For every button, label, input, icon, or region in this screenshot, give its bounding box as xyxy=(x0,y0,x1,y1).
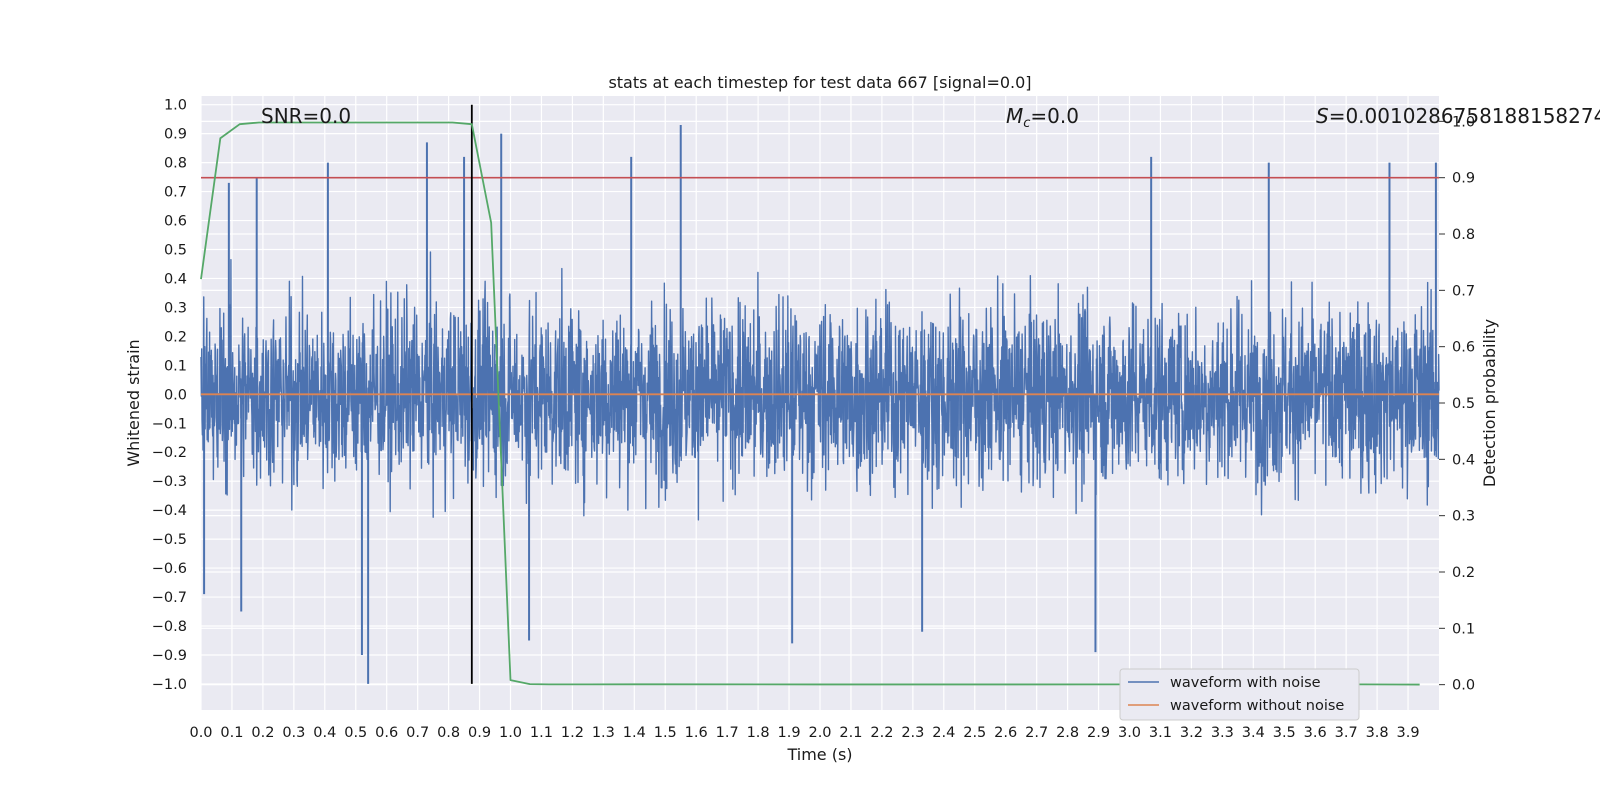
detection-probability-line xyxy=(200,121,1420,686)
chirp-mass-annotation: Mc=0.0 xyxy=(1006,104,1079,131)
x-tick-label: 1.4 xyxy=(623,725,646,741)
x-tick-label: 1.5 xyxy=(654,725,677,741)
x-tick-label: 3.2 xyxy=(1180,725,1203,741)
x-axis-label: Time (s) xyxy=(786,745,852,764)
x-tick-label: 2.4 xyxy=(932,725,955,741)
overlay-lines xyxy=(200,104,1439,686)
y-tick-label: −0.4 xyxy=(152,503,187,519)
y-tick-label: −0.7 xyxy=(152,590,187,606)
noisy-waveform-line xyxy=(200,251,1440,521)
chirp-mass-value: =0.0 xyxy=(1030,104,1079,128)
y-axis-label: Whitened strain xyxy=(124,339,143,466)
y2-tick-label: 0.1 xyxy=(1452,621,1475,637)
y-tick-label: 0.5 xyxy=(164,243,187,259)
y2-tick-label: 0.5 xyxy=(1452,396,1475,412)
spin-symbol: S xyxy=(1316,104,1329,128)
y-tick-label: 0.3 xyxy=(164,300,187,316)
y-tick-label: −0.5 xyxy=(152,532,187,548)
y-tick-label: 0.0 xyxy=(164,387,187,403)
x-tick-label: 3.1 xyxy=(1149,725,1172,741)
x-tick-label: 0.9 xyxy=(468,725,491,741)
x-tick-label: 1.6 xyxy=(685,725,708,741)
legend-label-noisy: waveform with noise xyxy=(1170,675,1321,691)
x-tick-label: 1.1 xyxy=(530,725,553,741)
y2-tick-label: 0.8 xyxy=(1452,227,1475,243)
y-tick-label: −0.1 xyxy=(152,416,187,432)
chart-title: stats at each timestep for test data 667… xyxy=(608,73,1031,92)
y-tick-label: −0.2 xyxy=(152,445,187,461)
x-tick-label: 3.3 xyxy=(1211,725,1234,741)
chirp-mass-subscript: c xyxy=(1023,116,1030,131)
x-tick-label: 3.4 xyxy=(1242,725,1265,741)
x-tick-label: 2.6 xyxy=(994,725,1017,741)
y-tick-label: −0.9 xyxy=(152,648,187,664)
y2-tick-label: 0.3 xyxy=(1452,509,1475,525)
y-tick-label: 0.6 xyxy=(164,214,187,230)
y2-tick-label: 1.0 xyxy=(1452,114,1475,130)
x-tick-label: 0.7 xyxy=(406,725,429,741)
y-tick-label: −0.8 xyxy=(152,619,187,635)
y-tick-label: 0.2 xyxy=(164,329,187,345)
y2-tick-label: 0.0 xyxy=(1452,678,1475,694)
y2-tick-label: 0.6 xyxy=(1452,340,1475,356)
x-tick-label: 3.0 xyxy=(1118,725,1141,741)
y2-tick-label: 0.2 xyxy=(1452,565,1475,581)
y2-axis-label: Detection probability xyxy=(1480,319,1499,487)
y-tick-label: 0.4 xyxy=(164,271,187,287)
x-tick-label: 2.2 xyxy=(870,725,893,741)
spin-value: =0.0010286758188158274 xyxy=(1329,104,1600,128)
x-tick-label: 2.3 xyxy=(901,725,924,741)
y-tick-label: 0.7 xyxy=(164,185,187,201)
x-tick-label: 0.2 xyxy=(251,725,274,741)
x-tick-label: 3.5 xyxy=(1273,725,1296,741)
y-tick-label: 0.8 xyxy=(164,156,187,172)
noisy-waveform-series xyxy=(200,124,1440,684)
x-tick-label: 1.9 xyxy=(778,725,801,741)
legend-box xyxy=(1119,668,1360,721)
y-tick-label: 0.9 xyxy=(164,127,187,143)
legend: waveform with noise waveform without noi… xyxy=(1119,668,1360,721)
y2-tick-label: 0.9 xyxy=(1452,171,1475,187)
x-tick-label: 3.8 xyxy=(1366,725,1389,741)
x-tick-label: 2.1 xyxy=(839,725,862,741)
x-tick-label: 0.0 xyxy=(189,725,212,741)
chirp-mass-symbol: M xyxy=(1006,104,1023,128)
x-tick-label: 2.8 xyxy=(1056,725,1079,741)
x-tick-label: 0.8 xyxy=(437,725,460,741)
y-tick-label: 0.1 xyxy=(164,358,187,374)
y2-tick-label: 0.7 xyxy=(1452,283,1475,299)
x-tick-label: 2.5 xyxy=(963,725,986,741)
x-tick-label: 3.9 xyxy=(1397,725,1420,741)
legend-label-clean: waveform without noise xyxy=(1170,698,1344,714)
y2-tick-label: 0.4 xyxy=(1452,452,1475,468)
y-tick-label: −0.3 xyxy=(152,474,187,490)
x-tick-label: 2.7 xyxy=(1025,725,1048,741)
y-tick-label: 1.0 xyxy=(164,98,187,114)
x-tick-label: 1.7 xyxy=(716,725,739,741)
x-tick-label: 1.0 xyxy=(499,725,522,741)
snr-annotation: SNR=0.0 xyxy=(261,104,351,128)
x-tick-label: 1.8 xyxy=(747,725,770,741)
x-tick-label: 0.1 xyxy=(220,725,243,741)
x-tick-label: 2.0 xyxy=(808,725,831,741)
x-tick-label: 1.2 xyxy=(561,725,584,741)
tick-labels: 1.0 0.9 0.8 0.7 0.6 0.5 0.4 0.3 0.2 0.1 0.0 −0.1 −0.… xyxy=(152,98,1475,741)
x-tick-label: 2.9 xyxy=(1087,725,1110,741)
x-tick-label: 1.3 xyxy=(592,725,615,741)
y-tick-label: −0.6 xyxy=(152,561,187,577)
y-tick-label: −1.0 xyxy=(152,677,187,693)
x-tick-label: 0.3 xyxy=(282,725,305,741)
x-tick-label: 0.5 xyxy=(344,725,367,741)
x-tick-label: 3.7 xyxy=(1335,725,1358,741)
x-tick-label: 0.6 xyxy=(375,725,398,741)
x-tick-label: 0.4 xyxy=(313,725,336,741)
x-tick-label: 3.6 xyxy=(1304,725,1327,741)
spin-annotation: S=0.0010286758188158274 xyxy=(1316,104,1600,128)
